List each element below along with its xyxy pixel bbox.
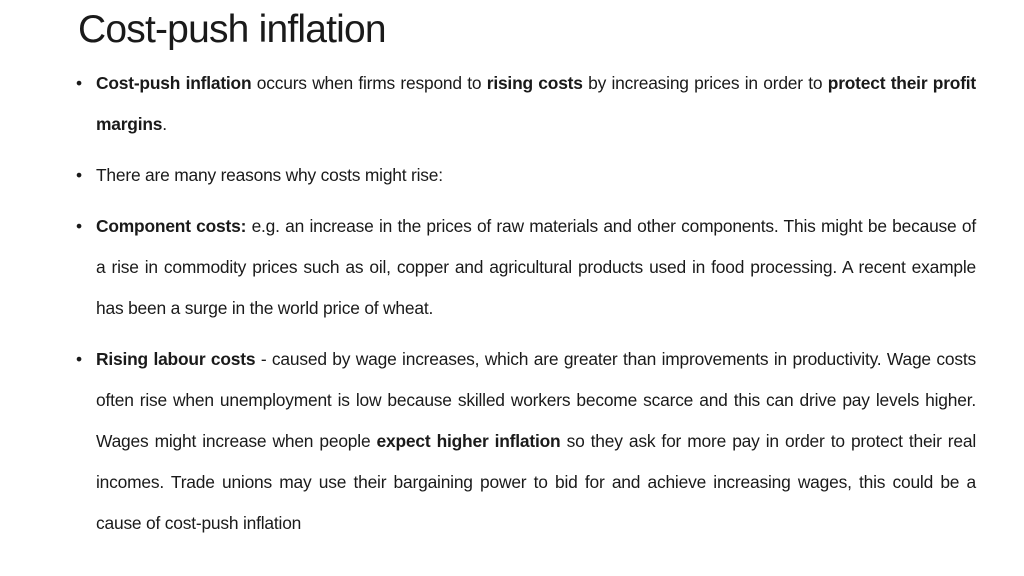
bullet-text: occurs when firms respond to	[251, 73, 487, 93]
bullet-text-bold: Rising labour costs	[96, 349, 256, 369]
bullet-text: There are many reasons why costs might r…	[96, 165, 443, 185]
bullet-text: so they ask for more pay in order to pro…	[96, 431, 976, 533]
slide-title: Cost-push inflation	[78, 8, 387, 51]
bullet-text-bold: Component costs:	[96, 216, 247, 236]
bullet-text-bold: protect their profit margins	[96, 73, 977, 134]
bullet-text: - caused by wage increases, which are gr…	[96, 349, 976, 451]
bullet-text-bold: Cost-push inflation	[96, 73, 252, 93]
bullet-text: e.g. an increase in the prices of raw ma…	[96, 216, 977, 318]
bullet-text: .	[162, 114, 167, 134]
bullet-item-component-costs: Component costs: e.g. an increase in the…	[76, 206, 977, 329]
bullet-text-bold: rising costs	[486, 73, 583, 93]
bullet-list: Cost-push inflation occurs when firms re…	[76, 63, 977, 554]
bullet-item-rising-labour-costs: Rising labour costs - caused by wage inc…	[76, 339, 976, 544]
bullet-text-bold: expect higher inflation	[376, 431, 561, 451]
bullet-item-reasons: There are many reasons why costs might r…	[76, 155, 976, 196]
bullet-text: by increasing prices in order to	[582, 73, 828, 93]
bullet-item-cost-push-definition: Cost-push inflation occurs when firms re…	[76, 63, 977, 145]
